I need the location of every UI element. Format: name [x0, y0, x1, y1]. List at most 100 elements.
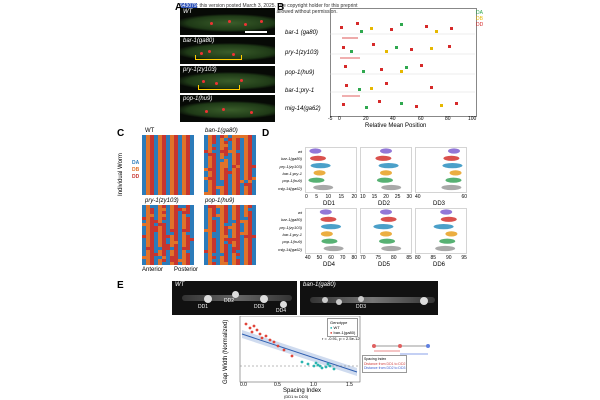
- violin-3: [320, 231, 333, 237]
- heatmap-cell: [162, 211, 166, 214]
- heatmap-title: pop-1(hu9): [205, 198, 235, 204]
- heatmap-cell: [174, 226, 178, 229]
- heatmap-cell: [150, 214, 154, 217]
- violin-row-label: pry-1(zy103): [279, 224, 302, 230]
- heatmap-cell: [154, 220, 158, 223]
- heatmap-cell: [182, 256, 186, 259]
- heatmap-cell: [190, 174, 194, 177]
- panel-label-e: E: [117, 280, 124, 291]
- heatmap-cell: [162, 223, 166, 226]
- heatmap-cell: [232, 217, 236, 220]
- heatmap-cell: [170, 253, 174, 256]
- heatmap-cell: [150, 259, 154, 262]
- heatmap-cell: [204, 244, 208, 247]
- heatmap-cell: [166, 135, 170, 138]
- heatmap-cell: [162, 135, 166, 138]
- heatmap-cell: [174, 262, 178, 265]
- heatmap-cell: [208, 241, 212, 244]
- heatmap-cell: [228, 217, 232, 220]
- tick: 5: [315, 194, 318, 200]
- heatmap-cell: [228, 159, 232, 162]
- heatmap-cell: [216, 186, 220, 189]
- tick: 0: [305, 194, 308, 200]
- heatmap-cell: [178, 262, 182, 265]
- heatmap-cell: [178, 165, 182, 168]
- heatmap-cell: [162, 183, 166, 186]
- heatmap-cell: [146, 226, 150, 229]
- heatmap-cell: [228, 229, 232, 232]
- violin-1: [310, 155, 326, 161]
- heatmap-cell: [162, 253, 166, 256]
- heatmap-cell: [174, 177, 178, 180]
- heatmap-cell: [248, 253, 252, 256]
- heatmap-cell: [190, 180, 194, 183]
- heatmap-cell: [150, 192, 154, 195]
- heatmap-cell: [248, 159, 252, 162]
- heatmap-cell: [220, 232, 224, 235]
- heatmap-cell: [158, 156, 162, 159]
- legend-bar1: ban-1(ga80): [333, 330, 356, 335]
- heatmap-cell: [174, 244, 178, 247]
- heatmap-cell: [220, 205, 224, 208]
- heatmap-cell: [170, 250, 174, 253]
- heatmap-cell: [154, 144, 158, 147]
- heatmap-cell: [252, 256, 256, 259]
- heatmap-cell: [228, 220, 232, 223]
- heatmap-cell: [232, 232, 236, 235]
- heatmap-cell: [212, 229, 216, 232]
- heatmap-cell: [240, 168, 244, 171]
- violin-title: DD6: [433, 262, 446, 268]
- heatmap-cell: [166, 144, 170, 147]
- heatmap-cell: [170, 177, 174, 180]
- heatmap-cell: [212, 159, 216, 162]
- heatmap-cell: [158, 241, 162, 244]
- heatmap-wt: [142, 135, 194, 195]
- heatmap-cell: [248, 205, 252, 208]
- heatmap-cell: [212, 205, 216, 208]
- heatmap-cell: [224, 144, 228, 147]
- heatmap-cell: [186, 162, 190, 165]
- heatmap-cell: [216, 171, 220, 174]
- heatmap-cell: [220, 180, 224, 183]
- heatmap-cell: [154, 259, 158, 262]
- heatmap-cell: [142, 229, 146, 232]
- heatmap-cell: [216, 141, 220, 144]
- heatmap-cell: [182, 144, 186, 147]
- point-wt: [326, 362, 330, 366]
- heatmap-cell: [186, 262, 190, 265]
- heatmap-cell: [150, 220, 154, 223]
- heatmap-cell: [240, 220, 244, 223]
- heatmap-cell: [224, 135, 228, 138]
- heatmap-cell: [216, 183, 220, 186]
- heatmap-cell: [146, 235, 150, 238]
- heatmap-cell: [208, 144, 212, 147]
- heatmap-cell: [228, 135, 232, 138]
- heatmap-cell: [248, 256, 252, 259]
- heatmap-cell: [228, 238, 232, 241]
- heatmap-cell: [162, 226, 166, 229]
- heatmap-cell: [204, 232, 208, 235]
- point-bar1: [248, 326, 252, 330]
- heatmap-cell: [248, 183, 252, 186]
- heatmap-cell: [204, 150, 208, 153]
- heatmap-cell: [158, 223, 162, 226]
- heatmap-cell: [178, 138, 182, 141]
- tick: 0.0: [240, 382, 247, 388]
- heatmap-cell: [158, 205, 162, 208]
- tick: 20: [363, 116, 369, 122]
- heatmap-cell: [150, 217, 154, 220]
- heatmap-cell: [240, 165, 244, 168]
- heatmap-cell: [186, 247, 190, 250]
- heatmap-cell: [244, 156, 248, 159]
- heatmap-cell: [154, 238, 158, 241]
- heatmap-cell: [224, 250, 228, 253]
- heatmap-cell: [158, 208, 162, 211]
- legend-db: DB: [476, 16, 483, 22]
- heatmap-cell: [150, 253, 154, 256]
- violin-5: [313, 184, 334, 191]
- heatmap-cell: [154, 165, 158, 168]
- heatmap-cell: [220, 241, 224, 244]
- heatmap-cell: [228, 192, 232, 195]
- heatmap-cell: [170, 205, 174, 208]
- heatmap-cell: [208, 238, 212, 241]
